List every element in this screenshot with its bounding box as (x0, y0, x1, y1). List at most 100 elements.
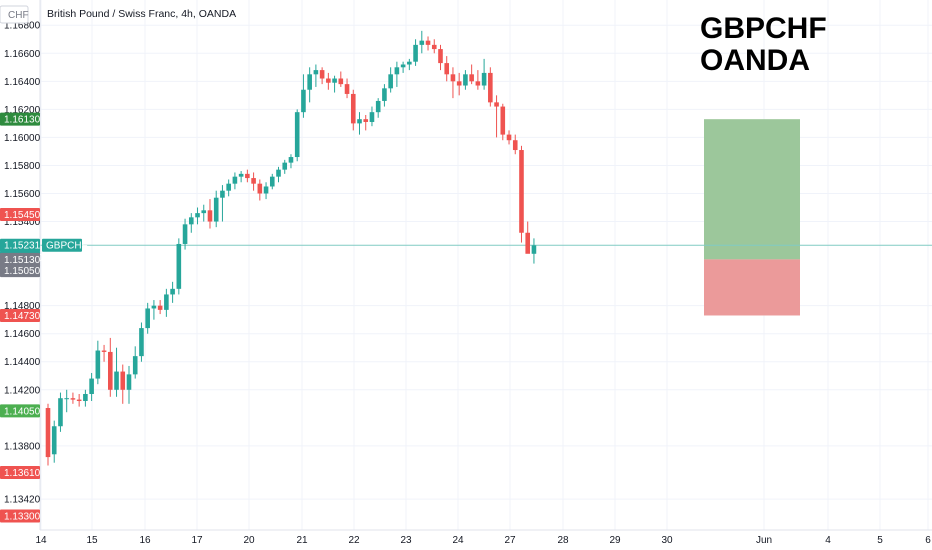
candle (438, 44, 443, 71)
candle (276, 166, 281, 183)
candle (207, 199, 213, 229)
candle (269, 173, 275, 190)
candle-body (307, 74, 312, 90)
candle (251, 172, 256, 191)
candle (164, 288, 169, 317)
candle-body (375, 100, 381, 113)
candle (431, 39, 437, 54)
candle-body (481, 72, 487, 86)
candle (407, 58, 412, 71)
candle (58, 392, 63, 432)
x-axis-ticks: 14 15 16 17 20 21 22 23 24 27 28 29 30 Jun 4 5 6 (35, 535, 931, 546)
candle (382, 84, 387, 107)
candle (475, 70, 481, 90)
candle-body (101, 350, 107, 352)
candle (101, 344, 107, 362)
price-tag-label: 1.15450 (4, 210, 41, 221)
candle (257, 179, 263, 201)
candle (500, 103, 506, 141)
y-tick-label: 1.15400 (4, 217, 41, 228)
price-tag-label: 1.14730 (4, 311, 41, 322)
candle (64, 389, 69, 413)
candle-body (232, 176, 238, 184)
candle-body (176, 243, 182, 289)
candle-body (450, 74, 456, 82)
candle (245, 169, 250, 183)
candle (519, 145, 524, 243)
y-tick-label: 1.15800 (4, 161, 41, 172)
candle-body (114, 371, 119, 390)
candle (332, 75, 337, 93)
x-tick-label: 22 (348, 535, 360, 546)
candle (126, 365, 132, 404)
x-tick-label: 27 (504, 535, 516, 546)
candle-body (288, 157, 294, 163)
price-tag-bg (0, 208, 40, 222)
candle-body (70, 398, 76, 400)
currency-box[interactable] (0, 5, 29, 24)
candle-body (294, 112, 300, 158)
candle-body (157, 305, 163, 310)
x-tick-label: 15 (86, 535, 98, 546)
candle-body (488, 72, 493, 103)
candle-body (207, 210, 213, 222)
x-tick-label: 29 (609, 535, 621, 546)
y-tick-label: 1.14800 (4, 301, 41, 312)
x-tick-label: 17 (191, 535, 203, 546)
candle (120, 364, 126, 404)
candle-body (257, 183, 263, 194)
candle-body (400, 64, 406, 68)
position-zones[interactable] (704, 119, 800, 316)
candle (226, 179, 231, 197)
y-tick-label: 1.13420 (4, 495, 41, 506)
candle-body (363, 119, 369, 122)
candle (357, 112, 362, 135)
x-tick-label: 24 (452, 535, 464, 546)
candle-body (220, 190, 225, 198)
candle (481, 58, 487, 90)
candle (114, 347, 119, 397)
candle-body (525, 232, 531, 254)
y-tick-label: 1.16400 (4, 77, 41, 88)
candle-body (519, 150, 524, 233)
candle-body (413, 44, 418, 62)
candle-body (201, 210, 207, 214)
x-tick-label: 20 (243, 535, 255, 546)
candle-series (45, 30, 537, 466)
candle (313, 64, 319, 87)
candle-body (419, 40, 425, 45)
price-tag-label: 1.13610 (4, 468, 41, 479)
x-tick-label: 21 (296, 535, 308, 546)
x-tick-label: 5 (877, 535, 883, 546)
x-tick-label: 28 (557, 535, 569, 546)
price-tag-bg (0, 466, 40, 480)
candle-body (269, 176, 275, 187)
price-tag-bg (0, 308, 40, 322)
y-tick-label: 1.16600 (4, 49, 41, 60)
candle-body (350, 93, 356, 124)
price-tags: 1.161301.154501.1523103:21:201.151301.15… (0, 112, 88, 523)
candle (369, 106, 375, 127)
candle (139, 322, 144, 362)
candle (182, 218, 188, 250)
candle (494, 95, 499, 138)
candle (238, 171, 244, 183)
candle (132, 346, 138, 379)
candle-body (213, 197, 219, 222)
symbol-tag-label: GBPCHF (46, 241, 88, 252)
candle-body (506, 134, 512, 141)
candle (307, 67, 312, 103)
price-tag-bg (0, 252, 40, 266)
candle (70, 392, 76, 404)
candle-body (469, 74, 474, 82)
candle (525, 221, 531, 254)
candle (301, 74, 306, 118)
candle-body (357, 119, 362, 124)
candle-body (151, 305, 157, 309)
chart-title: British Pound / Swiss Franc, 4h, OANDA (47, 8, 236, 20)
candle-body (494, 102, 499, 107)
candle (319, 67, 325, 85)
grid-lines (40, 0, 932, 530)
candle-body (64, 398, 69, 400)
